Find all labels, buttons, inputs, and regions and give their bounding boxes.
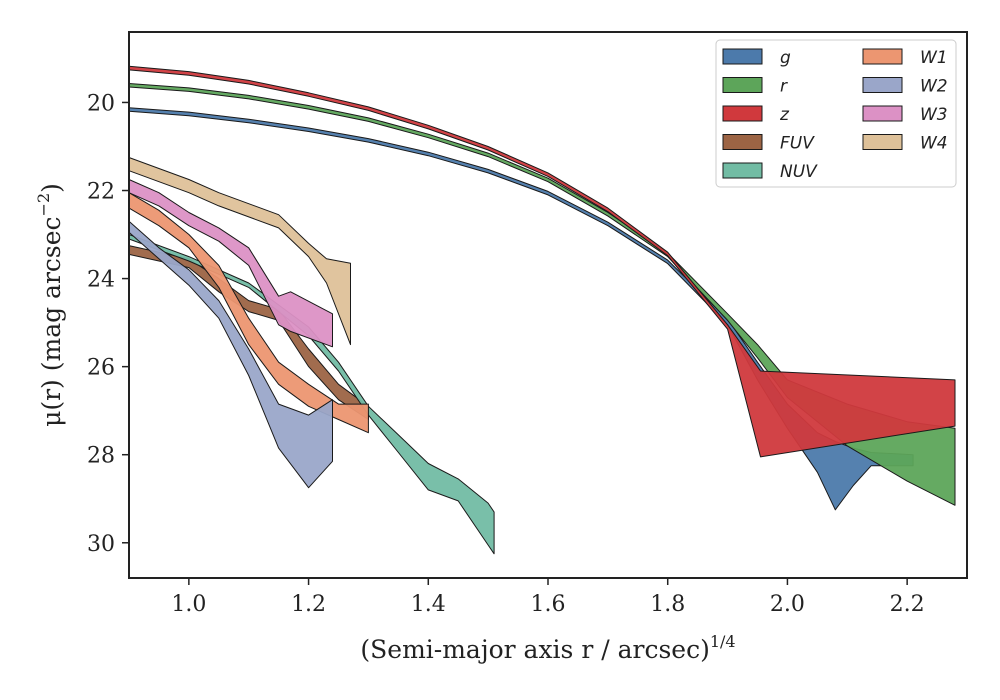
y-tick-label: 26 — [87, 356, 115, 381]
legend-label-nuv: NUV — [780, 162, 818, 182]
band-w2 — [128, 220, 333, 489]
legend: grz FUV NUV W1 W2 W3 W4 — [715, 39, 957, 188]
y-tick-label: 22 — [87, 180, 115, 205]
legend-swatch-fuv — [722, 134, 763, 150]
legend-label-w2: W2 — [920, 77, 948, 97]
legend-swatch-z — [722, 105, 763, 122]
y-axis-label: μ(r) (mag arcsec−2) — [34, 183, 66, 427]
x-tick-label: 1.4 — [411, 592, 446, 617]
band-w4 — [128, 157, 351, 346]
legend-items: grz FUV NUV W1 W2 W3 W4 — [722, 48, 948, 182]
x-ticks: 1.0 1.2 1.4 1.6 1.8 2.0 2.2 — [171, 578, 925, 617]
x-axis-label: (Semi-major axis r / arcsec)1/4 — [360, 632, 735, 664]
y-ticks: 20 22 24 26 28 30 — [87, 91, 129, 557]
legend-label-w4: W4 — [920, 134, 948, 154]
band-r — [128, 83, 956, 506]
band-w3 — [128, 179, 333, 348]
band-z — [128, 65, 956, 458]
legend-box — [715, 39, 957, 188]
y-tick-label: 28 — [87, 444, 115, 469]
x-tick-label: 1.2 — [291, 592, 326, 617]
legend-swatch-w2 — [862, 77, 903, 93]
x-tick-label: 2.2 — [890, 592, 925, 617]
legend-swatch-nuv — [722, 162, 763, 179]
legend-label-w1: W1 — [920, 48, 948, 68]
band-w1 — [128, 192, 369, 434]
legend-swatch-w4 — [862, 134, 903, 150]
legend-label-r: r — [780, 77, 788, 97]
x-tick-label: 2.0 — [770, 592, 805, 617]
x-tick-label: 1.6 — [531, 592, 566, 617]
legend-label-z: z — [779, 105, 790, 125]
x-tick-label: 1.0 — [171, 592, 206, 617]
y-tick-label: 24 — [87, 268, 115, 293]
legend-swatch-r — [722, 77, 763, 93]
legend-label-g: g — [780, 48, 791, 68]
y-tick-label: 20 — [87, 91, 115, 116]
x-tick-label: 1.8 — [650, 592, 685, 617]
legend-swatch-g — [722, 48, 763, 65]
y-tick-label: 30 — [87, 532, 115, 557]
plot-frame — [128, 31, 968, 579]
data-bands — [128, 65, 956, 555]
legend-label-fuv: FUV — [780, 134, 815, 154]
legend-label-w3: W3 — [920, 105, 948, 125]
legend-swatch-w3 — [862, 105, 903, 122]
legend-swatch-w1 — [862, 48, 903, 65]
